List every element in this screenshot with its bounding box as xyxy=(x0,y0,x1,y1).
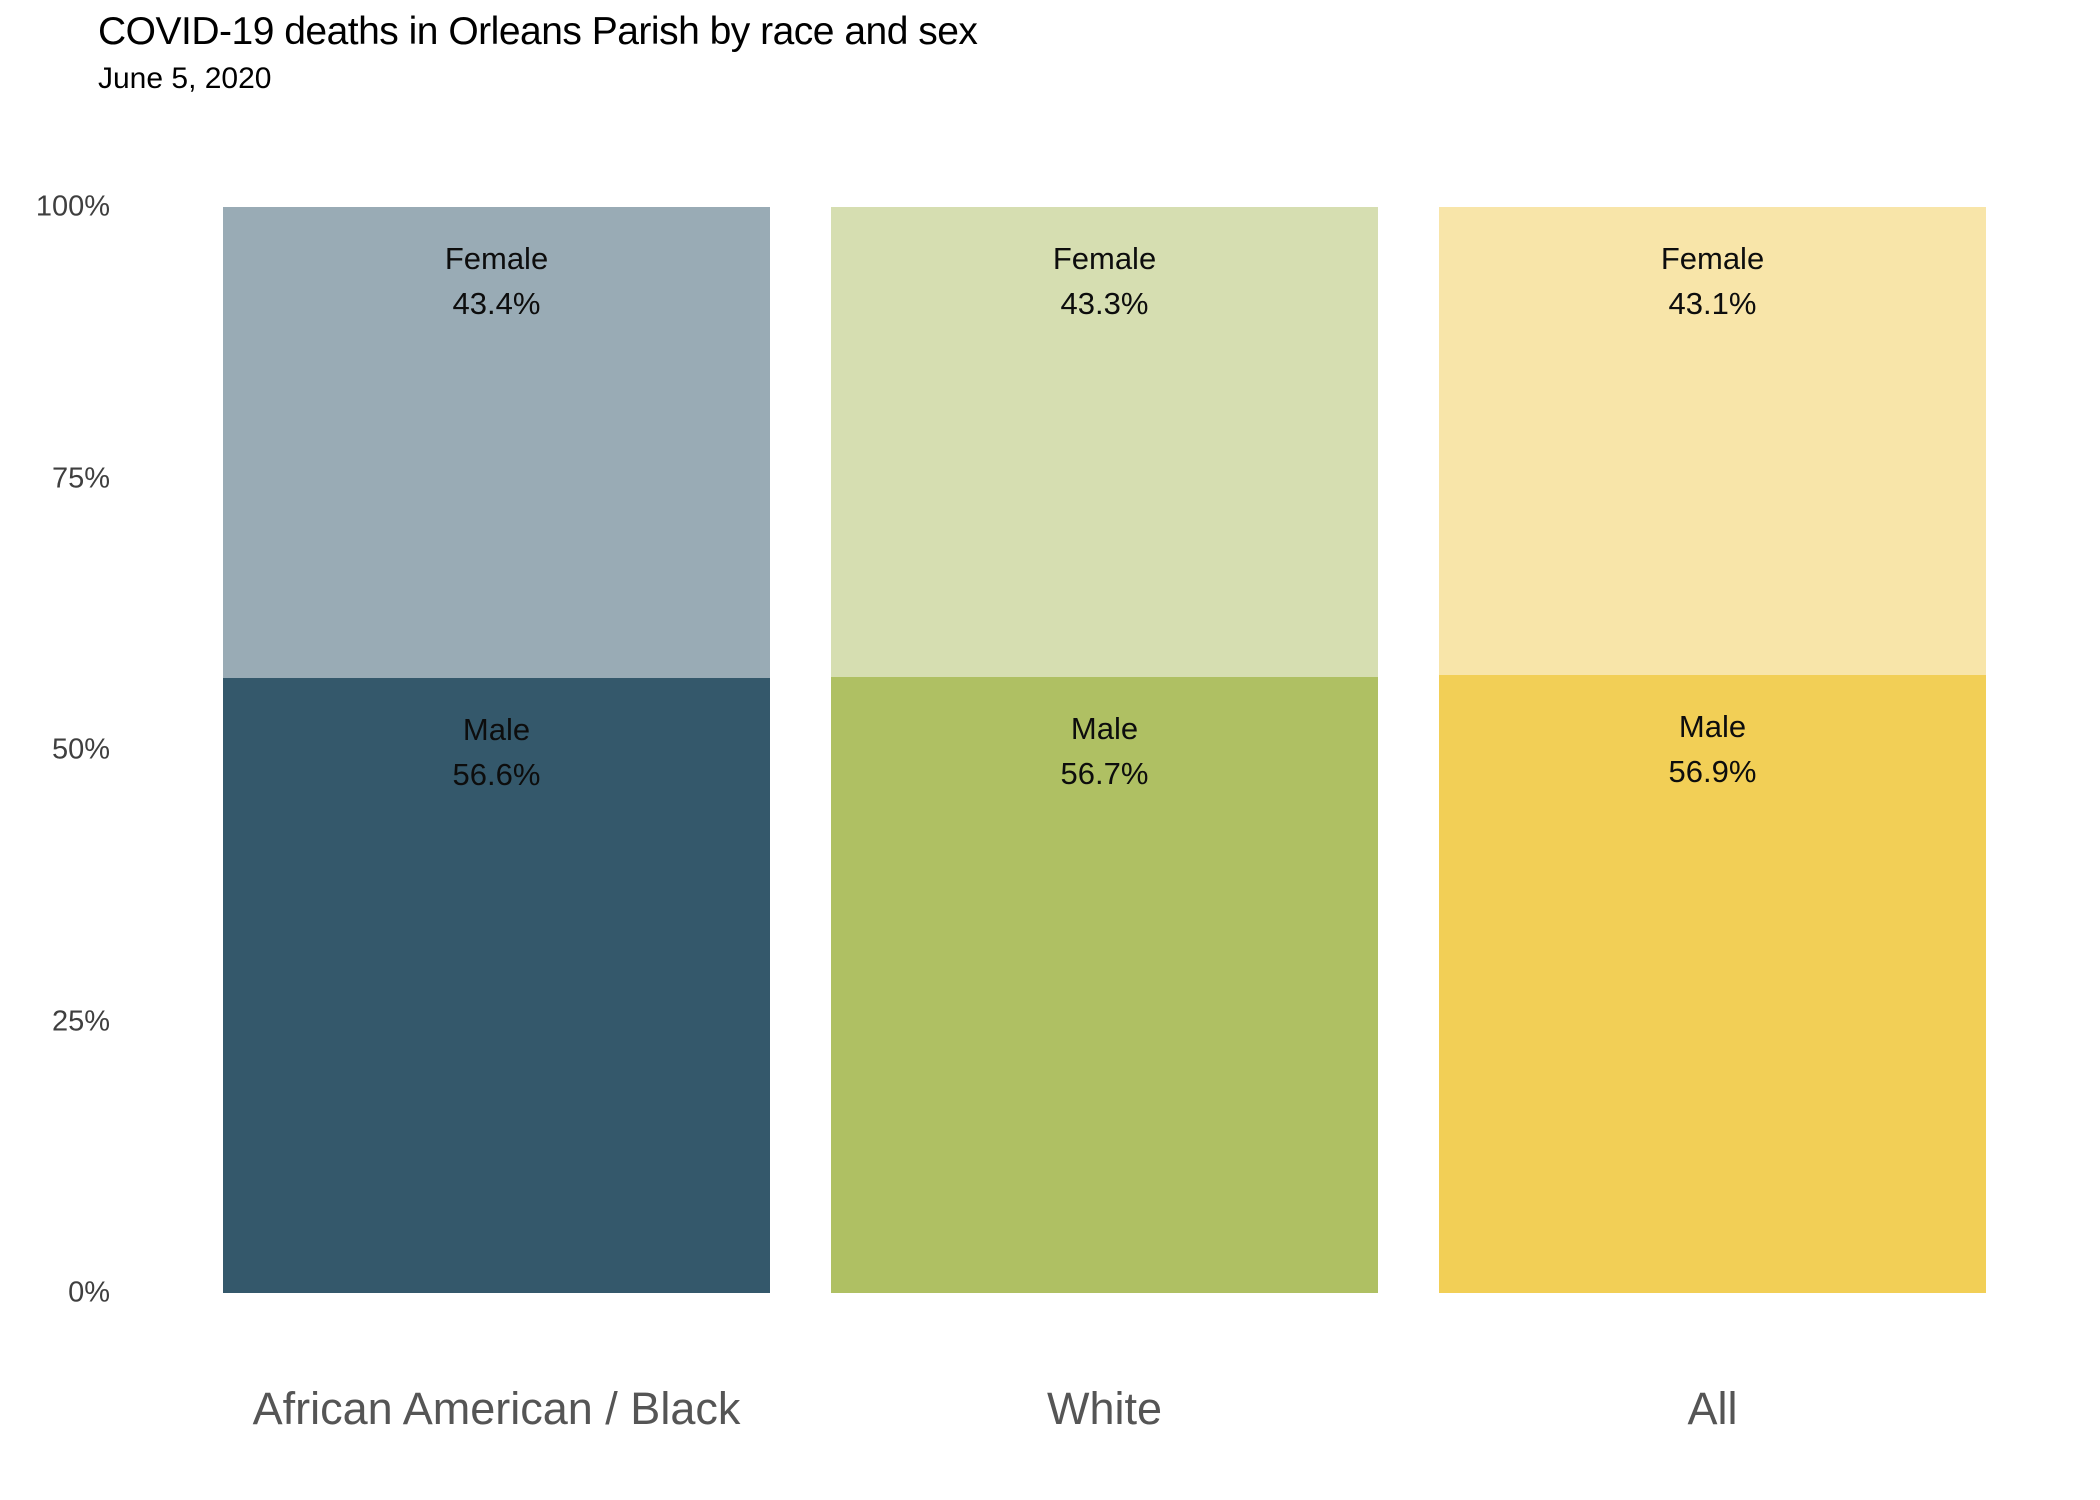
category-label: All xyxy=(1687,1383,1738,1434)
y-tick-label: 25% xyxy=(51,1005,110,1037)
chart-title: COVID-19 deaths in Orleans Parish by rac… xyxy=(98,10,978,53)
segment-series-label: Male xyxy=(462,712,531,748)
bar-segment-female: Female 43.4% xyxy=(223,207,770,679)
bar-segment-male: Male 56.7% xyxy=(831,677,1378,1293)
category-label: African American / Black xyxy=(252,1383,741,1434)
y-tick-label: 50% xyxy=(51,733,110,766)
category-label: White xyxy=(1046,1383,1163,1434)
segment-value-label: 56.6% xyxy=(452,757,541,793)
segment-value-label: 43.4% xyxy=(452,285,541,321)
bar-segment-female: Female 43.1% xyxy=(1439,207,1986,676)
bar-white: Female 43.3% Male 56.7% xyxy=(831,207,1378,1293)
segment-series-label: Female xyxy=(1660,241,1765,276)
x-axis: African American / Black White All xyxy=(223,1383,1986,1435)
plot-area: Female 43.4% Male 56.6% Female 43.3% Male 56.7%… xyxy=(223,207,1986,1293)
chart-subtitle: June 5, 2020 xyxy=(98,62,272,95)
bar-all: Female 43.1% Male 56.9% xyxy=(1439,207,1986,1293)
segment-value-label: 43.1% xyxy=(1668,285,1757,321)
segment-series-label: Female xyxy=(444,241,549,276)
segment-series-label: Female xyxy=(1052,241,1157,276)
bar-segment-male: Male 56.6% xyxy=(223,678,770,1293)
y-tick-label: 75% xyxy=(51,462,110,494)
segment-series-label: Male xyxy=(1678,709,1747,745)
segment-value-label: 56.7% xyxy=(1060,756,1149,792)
y-axis: 100% 75% 50% 25% 0% xyxy=(0,191,110,1309)
bar-african-american-black: Female 43.4% Male 56.6% xyxy=(223,207,770,1293)
bar-segment-female: Female 43.3% xyxy=(831,207,1378,678)
y-tick-label: 0% xyxy=(68,1276,110,1309)
segment-series-label: Male xyxy=(1070,711,1139,747)
y-tick-label: 100% xyxy=(35,190,110,223)
segment-value-label: 56.9% xyxy=(1668,754,1757,789)
bar-segment-male: Male 56.9% xyxy=(1439,675,1986,1293)
segment-value-label: 43.3% xyxy=(1060,285,1149,321)
